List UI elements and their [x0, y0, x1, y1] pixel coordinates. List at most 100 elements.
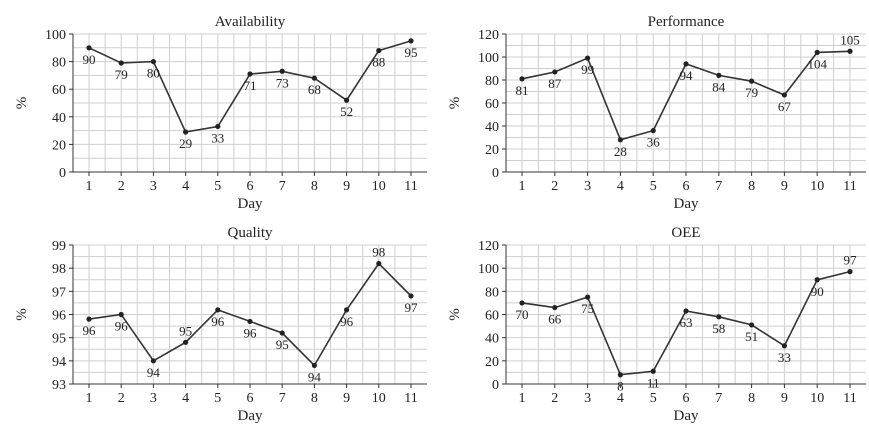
- data-point: [215, 307, 220, 312]
- x-tick-label: 3: [584, 391, 591, 406]
- data-point: [376, 48, 381, 53]
- data-label: 90: [811, 284, 824, 299]
- data-point: [585, 295, 590, 300]
- x-tick-label: 2: [551, 179, 558, 194]
- y-axis-label: %: [14, 308, 30, 321]
- data-label: 11: [647, 375, 660, 390]
- data-label: 51: [745, 329, 758, 344]
- y-axis-label: %: [447, 308, 463, 321]
- chart-title: OEE: [671, 225, 700, 241]
- data-point: [683, 308, 688, 313]
- data-label: 96: [244, 325, 258, 340]
- data-point: [215, 124, 220, 129]
- x-tick-label: 4: [617, 179, 624, 194]
- data-label: 84: [712, 79, 726, 94]
- x-tick-label: 6: [683, 391, 690, 406]
- data-point: [552, 305, 557, 310]
- data-label: 81: [516, 83, 529, 98]
- data-label: 66: [548, 312, 562, 327]
- data-label: 97: [844, 253, 858, 268]
- x-tick-label: 9: [343, 391, 350, 406]
- y-tick-label: 0: [59, 166, 66, 181]
- data-label: 33: [778, 350, 791, 365]
- x-tick-label: 1: [86, 391, 93, 406]
- x-tick-label: 1: [86, 179, 93, 194]
- data-point: [119, 60, 124, 65]
- data-point: [280, 330, 285, 335]
- y-tick-label: 80: [52, 56, 66, 71]
- data-label: 8: [617, 379, 624, 394]
- data-label: 28: [614, 144, 627, 159]
- data-label: 96: [83, 323, 97, 338]
- x-tick-label: 11: [843, 179, 856, 194]
- data-point: [280, 69, 285, 74]
- chart-title: Performance: [648, 14, 725, 30]
- y-tick-label: 20: [52, 138, 66, 153]
- data-label: 104: [807, 56, 827, 71]
- y-tick-label: 40: [485, 120, 499, 135]
- x-axis-label: Day: [238, 196, 263, 212]
- data-label: 70: [516, 307, 529, 322]
- y-tick-label: 0: [492, 378, 499, 393]
- y-tick-label: 94: [52, 355, 66, 370]
- data-point: [247, 319, 252, 324]
- y-tick-label: 80: [485, 285, 499, 300]
- data-point: [247, 71, 252, 76]
- y-tick-label: 98: [52, 262, 66, 277]
- data-label: 105: [840, 32, 860, 47]
- chart-panel-2: 93 94 95 96 97 98 99 1 2 3 4 5 6 7 8 9 10 11 Quality Day% 96…: [14, 225, 427, 424]
- data-point: [618, 372, 623, 377]
- data-point: [119, 312, 124, 317]
- y-tick-label: 0: [492, 166, 499, 181]
- x-tick-label: 7: [279, 391, 286, 406]
- x-tick-label: 7: [279, 179, 286, 194]
- x-tick-label: 9: [781, 179, 788, 194]
- data-label: 98: [372, 245, 385, 260]
- x-tick-label: 8: [748, 391, 755, 406]
- x-tick-label: 10: [372, 391, 386, 406]
- y-tick-label: 60: [52, 83, 66, 98]
- x-tick-label: 10: [810, 391, 824, 406]
- data-label: 67: [778, 99, 792, 114]
- data-label: 68: [308, 82, 321, 97]
- y-tick-label: 60: [485, 97, 499, 112]
- x-tick-label: 11: [843, 391, 856, 406]
- data-point: [651, 128, 656, 133]
- y-tick-label: 20: [485, 355, 499, 370]
- data-label: 99: [581, 62, 594, 77]
- x-tick-label: 11: [404, 391, 417, 406]
- data-point: [376, 261, 381, 266]
- data-point: [519, 300, 524, 305]
- x-tick-label: 4: [182, 179, 189, 194]
- data-point: [618, 137, 623, 142]
- chart-title: Quality: [228, 225, 273, 241]
- x-tick-label: 1: [519, 179, 526, 194]
- data-point: [86, 317, 91, 322]
- data-point: [847, 49, 852, 54]
- y-tick-label: 20: [485, 143, 499, 158]
- data-point: [183, 340, 188, 345]
- data-label: 96: [115, 319, 129, 334]
- chart-panel-3: 0 20 40 60 80 100 120 1 2 3 4 5 6 7 8 9 10 11 OEE Day% 70 66 7…: [447, 225, 866, 424]
- data-label: 73: [276, 75, 289, 90]
- x-tick-label: 8: [311, 179, 318, 194]
- x-tick-label: 3: [150, 391, 157, 406]
- x-tick-label: 11: [404, 179, 417, 194]
- data-point: [344, 98, 349, 103]
- x-tick-label: 10: [810, 179, 824, 194]
- x-tick-label: 5: [650, 391, 657, 406]
- x-tick-label: 5: [214, 391, 221, 406]
- data-point: [815, 50, 820, 55]
- data-point: [151, 59, 156, 64]
- data-point: [312, 76, 317, 81]
- data-label: 71: [244, 78, 257, 93]
- data-point: [749, 79, 754, 84]
- data-point: [183, 129, 188, 134]
- data-label: 90: [83, 52, 96, 67]
- data-point: [716, 73, 721, 78]
- data-point: [86, 45, 91, 50]
- data-label: 29: [179, 136, 192, 151]
- y-tick-label: 97: [52, 285, 66, 300]
- data-label: 96: [340, 314, 354, 329]
